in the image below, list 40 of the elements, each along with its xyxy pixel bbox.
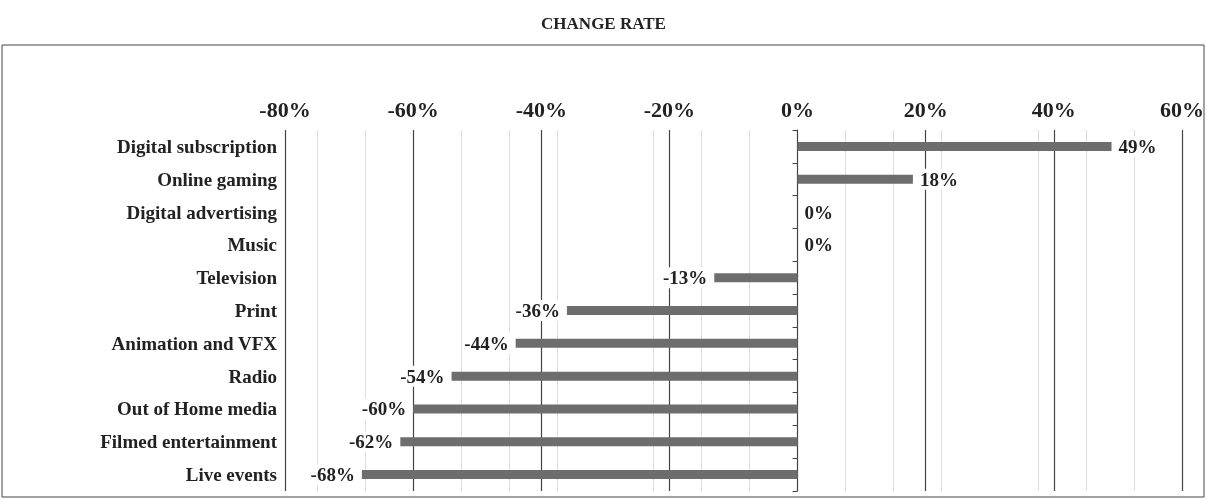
- chart-title: CHANGE RATE: [541, 14, 666, 33]
- y-tick-label: Music: [227, 234, 277, 256]
- data-label: -60%: [361, 398, 407, 420]
- data-label: -13%: [662, 267, 708, 289]
- x-tick-label: -40%: [515, 96, 567, 122]
- data-label: 0%: [804, 234, 834, 256]
- x-tick-label: 20%: [903, 96, 948, 122]
- data-label: -68%: [310, 464, 355, 486]
- data-label: -62%: [349, 431, 394, 453]
- bar: [797, 174, 913, 184]
- x-tick-label: -20%: [643, 96, 696, 122]
- y-tick-label: Out of Home media: [117, 398, 278, 420]
- x-tick-label: 40%: [1031, 96, 1076, 122]
- x-tick-label: 60%: [1160, 96, 1204, 122]
- y-tick-label: Online gaming: [157, 168, 278, 190]
- y-tick-label: Digital advertising: [126, 201, 278, 223]
- data-label: 18%: [919, 168, 958, 190]
- bar: [451, 371, 798, 381]
- bar: [797, 141, 1112, 151]
- y-tick-label: Digital subscription: [117, 135, 278, 157]
- data-label: -44%: [464, 332, 509, 354]
- y-tick-label: Animation and VFX: [111, 332, 278, 354]
- y-tick-label: Live events: [185, 464, 277, 486]
- data-label: 0%: [804, 201, 834, 223]
- data-label: -54%: [400, 365, 445, 387]
- bar: [400, 437, 798, 447]
- x-tick-label: -80%: [259, 96, 311, 122]
- x-tick-label: 0%: [781, 96, 815, 122]
- data-label: 49%: [1118, 135, 1157, 157]
- y-tick-label: Radio: [228, 365, 277, 387]
- data-label: -36%: [515, 300, 560, 321]
- x-tick-label: -60%: [387, 96, 439, 122]
- bar: [361, 470, 798, 480]
- y-tick-label: Print: [234, 300, 278, 321]
- bar: [566, 306, 798, 315]
- y-tick-label: Filmed entertainment: [100, 431, 278, 453]
- bar: [413, 404, 798, 414]
- bar: [714, 273, 798, 283]
- bar: [515, 338, 798, 348]
- y-tick-label: Television: [196, 267, 278, 289]
